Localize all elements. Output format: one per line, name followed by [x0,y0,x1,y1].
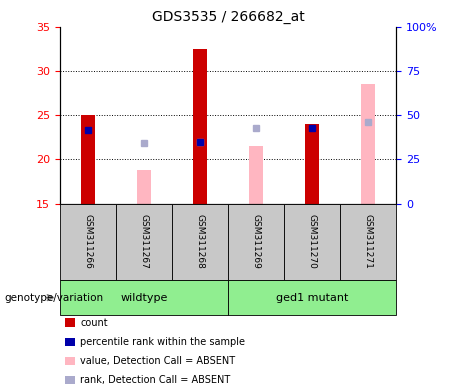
Title: GDS3535 / 266682_at: GDS3535 / 266682_at [152,10,305,25]
Text: count: count [80,318,108,328]
Text: GSM311269: GSM311269 [252,215,261,269]
Bar [193,142,207,204]
Text: genotype/variation: genotype/variation [5,293,104,303]
Text: GSM311271: GSM311271 [364,215,373,269]
Bar [193,49,207,204]
Text: GSM311268: GSM311268 [195,215,205,269]
Text: value, Detection Call = ABSENT: value, Detection Call = ABSENT [80,356,235,366]
Bar [249,146,263,204]
Text: percentile rank within the sample: percentile rank within the sample [80,337,245,347]
Text: ged1 mutant: ged1 mutant [276,293,349,303]
Text: GSM311267: GSM311267 [140,215,148,269]
Bar [361,84,375,204]
Bar [305,124,319,204]
Text: wildtype: wildtype [120,293,168,303]
Bar [81,115,95,204]
Text: rank, Detection Call = ABSENT: rank, Detection Call = ABSENT [80,375,230,384]
Bar [137,170,151,204]
Text: GSM311266: GSM311266 [83,215,93,269]
Text: GSM311270: GSM311270 [308,215,317,269]
